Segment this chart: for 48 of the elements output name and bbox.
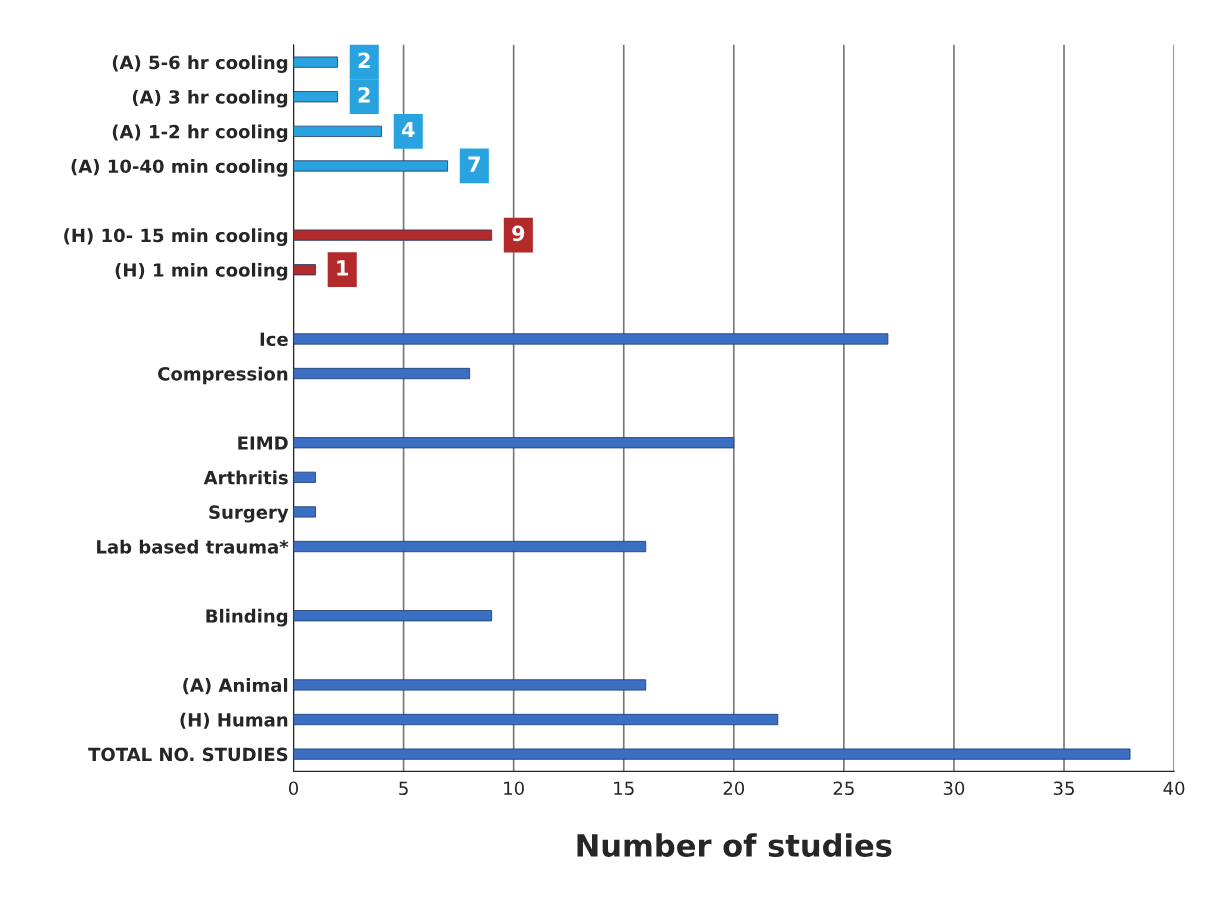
x-tick-label: 0 [288, 781, 299, 796]
data-label: 2 [358, 87, 370, 103]
bar [293, 748, 1131, 760]
data-label: 1 [337, 260, 349, 276]
bar [293, 91, 338, 103]
bar [293, 437, 735, 449]
x-tick-label: 5 [399, 781, 408, 796]
data-label: 2 [358, 52, 370, 68]
x-axis-title: Number of studies [577, 833, 892, 857]
y-tick-label: (A) 3 hr cooling [132, 89, 288, 108]
bar [293, 713, 779, 726]
bar [293, 679, 647, 691]
y-tick-label: Ice [260, 332, 288, 347]
y-tick-label: Lab based trauma* [97, 539, 289, 554]
x-tick-label: 30 [943, 781, 965, 796]
x-tick-label: 35 [1053, 781, 1074, 796]
bar [293, 56, 338, 68]
bar [293, 264, 316, 276]
bar [293, 367, 471, 380]
x-tick-label: 20 [723, 781, 745, 796]
y-tick-label: (H) 10- 15 min cooling [64, 228, 288, 246]
bar [293, 540, 647, 553]
bar [293, 229, 493, 241]
y-tick-label: Blinding [206, 608, 288, 627]
y-tick-label: (A) 1-2 hr cooling [112, 124, 288, 143]
x-tick-label: 25 [833, 781, 854, 796]
bar [293, 471, 316, 483]
data-label: 7 [468, 156, 480, 172]
y-tick-label: Arthritis [203, 470, 288, 485]
y-tick-label: (A) 5-6 hr cooling [112, 55, 288, 73]
bar [293, 125, 382, 137]
bar [293, 506, 316, 518]
x-tick-label: 10 [504, 781, 524, 796]
y-tick-label: EIMD [238, 436, 288, 450]
y-tick-label: (H) 1 min cooling [115, 262, 288, 281]
y-tick-label: (A) Animal [183, 678, 288, 695]
bar [293, 610, 493, 622]
y-tick-label: Compression [158, 366, 288, 385]
data-label: 9 [512, 225, 525, 242]
bar [293, 333, 889, 345]
data-label: 4 [401, 121, 415, 138]
y-tick-label: Surgery [209, 505, 289, 523]
bar [293, 160, 449, 172]
x-tick-label: 40 [1163, 781, 1185, 796]
y-tick-label: (A) 10-40 min cooling [71, 159, 288, 177]
x-tick-label: 15 [614, 781, 634, 796]
y-tick-label: (H) Human [180, 712, 288, 729]
y-tick-label: TOTAL NO. STUDIES [88, 747, 288, 762]
